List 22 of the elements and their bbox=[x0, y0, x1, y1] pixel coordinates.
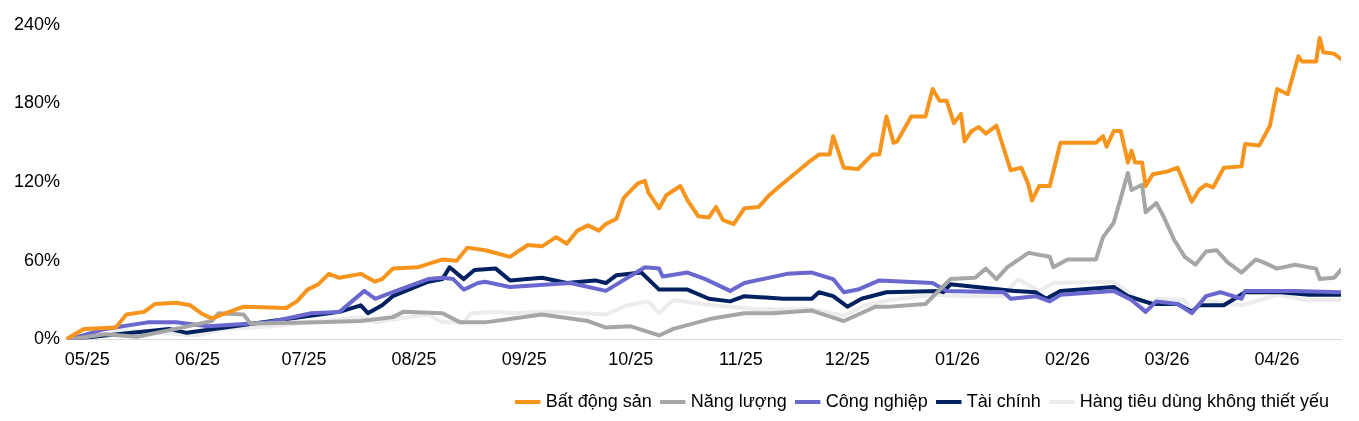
x-tick-label: 03/26 bbox=[1144, 349, 1190, 370]
x-tick-label: 09/25 bbox=[501, 349, 547, 370]
y-tick-label: 60% bbox=[24, 249, 61, 270]
x-tick-label: 05/25 bbox=[64, 349, 110, 370]
legend-label: Tài chính bbox=[966, 390, 1041, 411]
x-tick-label: 06/25 bbox=[174, 349, 220, 370]
y-tick-label: 0% bbox=[34, 328, 61, 349]
x-tick-label: 01/26 bbox=[934, 349, 980, 370]
y-tick-label: 240% bbox=[13, 13, 61, 34]
y-tick-label: 180% bbox=[13, 92, 61, 113]
x-tick-label: 02/26 bbox=[1045, 349, 1091, 370]
y-tick-label: 120% bbox=[13, 171, 61, 192]
x-tick-label: 04/26 bbox=[1254, 349, 1300, 370]
legend-label: Hàng tiêu dùng không thiết yếu bbox=[1079, 390, 1329, 411]
x-tick-label: 08/25 bbox=[391, 349, 437, 370]
legend-label: Bất động sản bbox=[545, 390, 652, 411]
x-tick-label: 07/25 bbox=[281, 349, 327, 370]
x-tick-label: 12/25 bbox=[824, 349, 870, 370]
legend-label: Năng lượng bbox=[690, 390, 787, 411]
x-tick-label: 11/25 bbox=[718, 349, 763, 370]
x-tick-label: 10/25 bbox=[608, 349, 654, 370]
legend-label: Công nghiệp bbox=[825, 390, 928, 411]
